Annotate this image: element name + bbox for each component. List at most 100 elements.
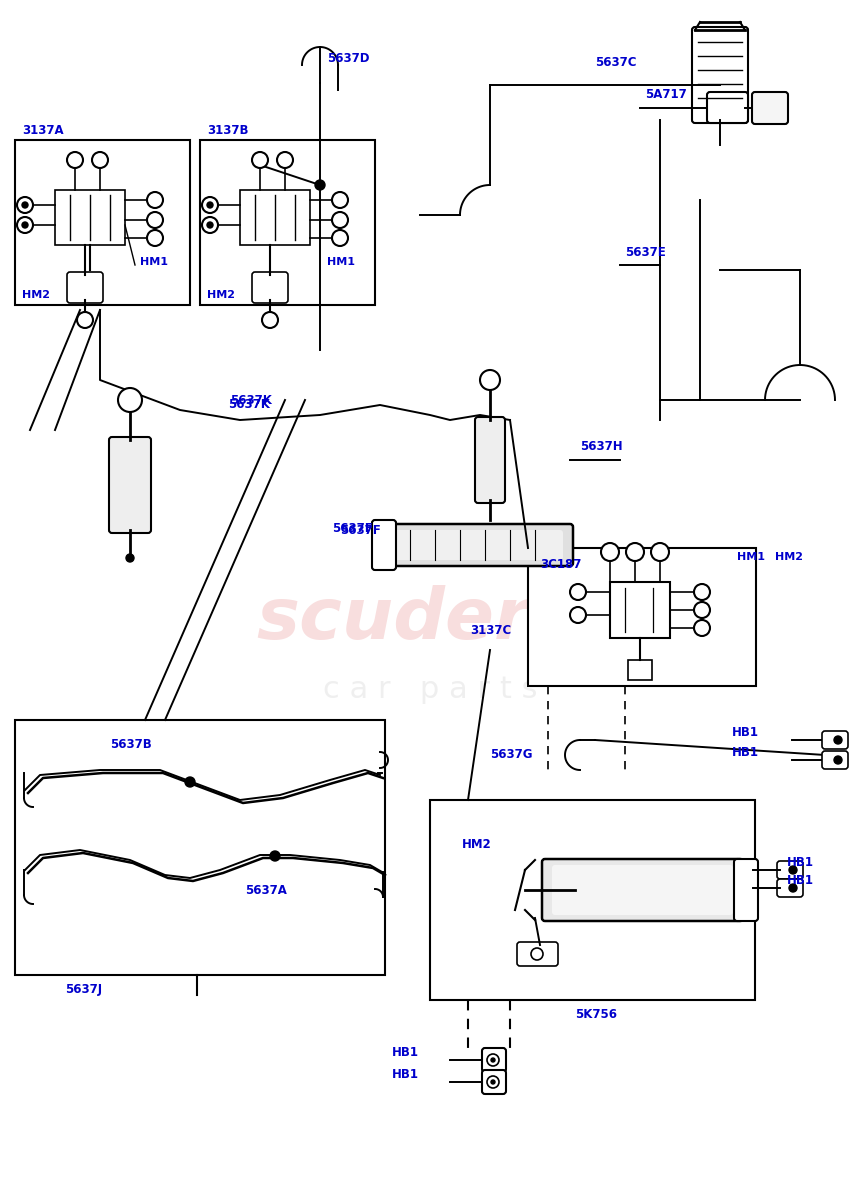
Text: 5K756: 5K756	[575, 1008, 617, 1021]
Text: 5637F: 5637F	[340, 523, 381, 536]
Circle shape	[22, 202, 28, 208]
Bar	[596, 560, 618, 582]
FancyBboxPatch shape	[482, 1070, 506, 1094]
Text: 3137B: 3137B	[207, 125, 249, 138]
Bar	[640, 582, 662, 604]
Bar	[596, 648, 618, 670]
Circle shape	[147, 192, 163, 208]
FancyBboxPatch shape	[707, 92, 748, 122]
Circle shape	[834, 736, 842, 744]
Text: HB1: HB1	[732, 726, 759, 739]
Bar	[200, 140, 375, 305]
Text: HM1: HM1	[737, 552, 765, 562]
Text: 5A717: 5A717	[645, 89, 687, 102]
Text: 5637B: 5637B	[110, 738, 151, 751]
FancyBboxPatch shape	[777, 862, 803, 878]
Text: HB1: HB1	[787, 874, 814, 887]
Circle shape	[480, 370, 500, 390]
Text: HB1: HB1	[787, 856, 814, 869]
Circle shape	[67, 152, 83, 168]
Circle shape	[601, 542, 619, 560]
Bar	[640, 560, 662, 582]
Bar	[618, 560, 640, 582]
Bar	[530, 560, 552, 582]
Circle shape	[332, 230, 348, 246]
Text: 5637K: 5637K	[228, 398, 270, 412]
Circle shape	[487, 1076, 499, 1088]
Circle shape	[487, 1054, 499, 1066]
Text: HM2: HM2	[22, 290, 50, 300]
FancyBboxPatch shape	[475, 416, 505, 503]
Bar	[596, 604, 618, 626]
Bar	[528, 548, 756, 686]
Text: 5637J: 5637J	[65, 984, 102, 996]
Bar	[430, 800, 755, 1000]
Circle shape	[789, 866, 797, 874]
Circle shape	[570, 584, 586, 600]
Text: HM2: HM2	[207, 290, 235, 300]
Text: HB1: HB1	[392, 1045, 419, 1058]
Text: 5637C: 5637C	[595, 55, 636, 68]
Bar	[610, 582, 670, 638]
FancyBboxPatch shape	[67, 272, 103, 302]
Bar	[703, 588, 721, 606]
Bar	[574, 626, 596, 648]
Circle shape	[491, 1080, 495, 1084]
Bar	[530, 648, 552, 670]
Text: 5637E: 5637E	[625, 246, 666, 259]
Circle shape	[651, 542, 669, 560]
Bar	[530, 604, 552, 626]
Circle shape	[694, 602, 710, 618]
Bar	[739, 570, 757, 588]
Circle shape	[17, 217, 33, 233]
FancyBboxPatch shape	[822, 751, 848, 769]
Bar	[530, 626, 552, 648]
Bar	[552, 560, 574, 582]
Circle shape	[332, 212, 348, 228]
Bar	[574, 560, 596, 582]
Bar	[721, 570, 739, 588]
Bar	[240, 190, 310, 245]
Circle shape	[694, 620, 710, 636]
Circle shape	[118, 388, 142, 412]
Bar	[552, 648, 574, 670]
Bar	[552, 582, 574, 604]
Circle shape	[531, 948, 543, 960]
Text: 5637D: 5637D	[327, 52, 370, 65]
Text: 3137C: 3137C	[470, 624, 511, 636]
Text: HB1: HB1	[392, 1068, 419, 1080]
Circle shape	[126, 554, 134, 562]
Circle shape	[789, 884, 797, 892]
Circle shape	[17, 197, 33, 214]
Text: scuderia: scuderia	[256, 586, 604, 654]
Bar	[574, 582, 596, 604]
Text: 5637H: 5637H	[580, 440, 623, 454]
Bar	[721, 588, 739, 606]
FancyBboxPatch shape	[552, 865, 733, 914]
Text: 5637F: 5637F	[332, 522, 372, 534]
Circle shape	[491, 1058, 495, 1062]
FancyBboxPatch shape	[752, 92, 788, 124]
Text: 5637G: 5637G	[490, 748, 532, 761]
Text: HB1: HB1	[732, 746, 759, 760]
Circle shape	[626, 542, 644, 560]
FancyBboxPatch shape	[387, 524, 573, 566]
Bar	[703, 552, 721, 570]
Circle shape	[207, 222, 213, 228]
FancyBboxPatch shape	[482, 1048, 506, 1072]
Text: c a r   p a r t s: c a r p a r t s	[322, 676, 538, 704]
Bar	[685, 588, 703, 606]
Bar	[640, 604, 662, 626]
Text: 5637K: 5637K	[230, 394, 272, 407]
Bar	[703, 570, 721, 588]
Bar	[640, 626, 662, 648]
Bar	[721, 552, 739, 570]
Bar	[596, 582, 618, 604]
Circle shape	[147, 212, 163, 228]
Bar	[628, 660, 652, 680]
Circle shape	[694, 584, 710, 600]
FancyBboxPatch shape	[822, 731, 848, 749]
Text: 3137A: 3137A	[22, 125, 64, 138]
Bar	[685, 552, 703, 570]
Circle shape	[77, 312, 93, 328]
